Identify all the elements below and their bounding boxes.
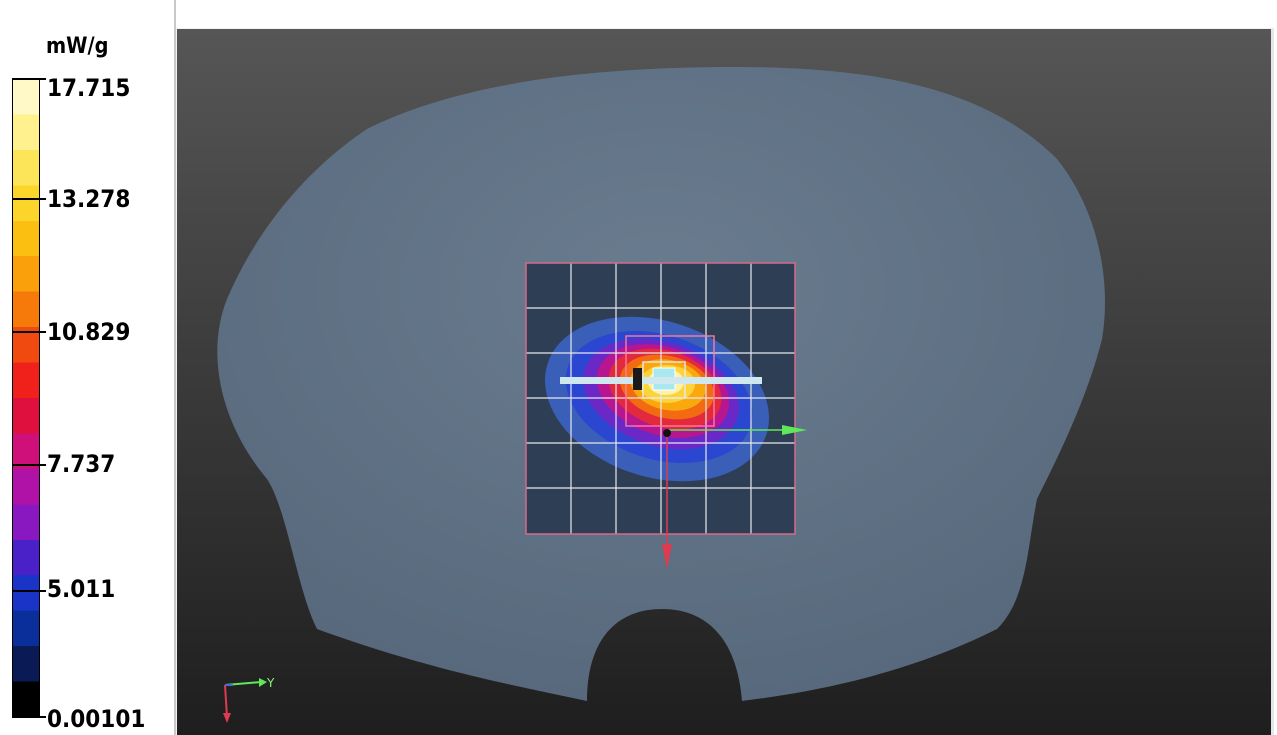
panel-divider (174, 0, 176, 735)
area-scan-border (525, 262, 796, 535)
unit-label: mW/g (46, 34, 109, 59)
triad-y-label: Y (266, 676, 275, 690)
viewport-canvas[interactable]: Y (177, 29, 1271, 735)
scale-label-max: 17.715 (47, 74, 131, 102)
scale-label: 13.278 (47, 185, 131, 213)
scale-label: 10.829 (47, 318, 131, 346)
x-axis-arrow (662, 544, 672, 569)
toolbar-strip (176, 0, 1277, 28)
3d-viewport[interactable]: Y (176, 28, 1274, 735)
color-scale-legend: mW/g 17.715 13.278 10.829 7.737 5.011 0.… (0, 0, 174, 735)
scale-label: 5.011 (47, 575, 116, 603)
scale-tick (12, 331, 46, 333)
axis-triad-icon: Y (223, 676, 275, 723)
probe-bar (560, 377, 762, 384)
origin-marker (663, 429, 671, 437)
scale-tick (12, 464, 46, 466)
scale-tick (12, 198, 46, 200)
scale-tick (12, 716, 46, 718)
colorbar (12, 78, 40, 718)
scale-tick (12, 590, 46, 592)
scale-tick (12, 78, 46, 80)
probe-bar-connector (633, 368, 642, 390)
y-axis-arrow (782, 425, 807, 435)
scale-label: 7.737 (47, 450, 116, 478)
scale-label-min: 0.00101 (47, 705, 146, 733)
